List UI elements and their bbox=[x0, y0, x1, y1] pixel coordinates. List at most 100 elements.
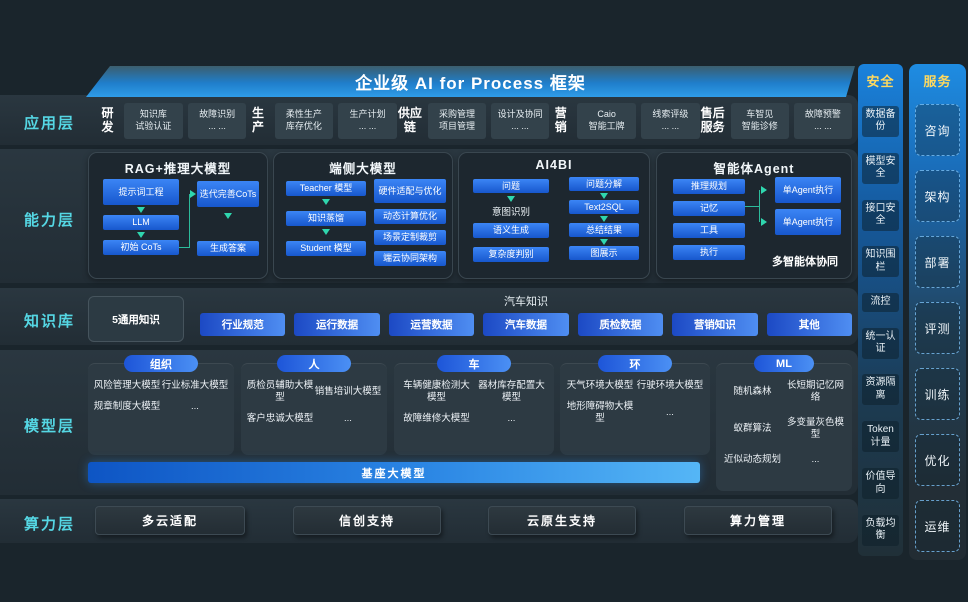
app-item-line: 柔性生产 bbox=[285, 109, 322, 120]
app-group-label: 售后服务 bbox=[700, 106, 725, 134]
services-header: 服务 bbox=[923, 74, 952, 89]
model-item: 随机森林 bbox=[733, 385, 772, 397]
knowledge-pill: 运行数据 bbox=[294, 313, 380, 336]
app-item: 采购管理 项目管理 bbox=[427, 103, 487, 139]
flow-step: 迭代完善CoTs bbox=[197, 181, 259, 207]
app-item: 线索评级 ... ... bbox=[640, 103, 700, 139]
security-item: 资源隔离 bbox=[862, 374, 899, 406]
label-capability-layer: 能力层 bbox=[24, 212, 76, 229]
agent-component: 执行 bbox=[673, 245, 745, 260]
feature-box: 硬件适配与优化 bbox=[374, 179, 446, 203]
multi-agent-caption: 多智能体协同 bbox=[772, 256, 838, 268]
app-item-line: 故障识别 bbox=[199, 109, 236, 120]
feature-box: 动态计算优化 bbox=[374, 209, 446, 224]
service-item: 优化 bbox=[915, 434, 960, 486]
arrow-down-icon bbox=[600, 239, 608, 245]
arrow-right-icon bbox=[190, 190, 196, 198]
service-item: 部署 bbox=[915, 236, 960, 288]
security-item: 价值导向 bbox=[862, 468, 899, 500]
model-item: 长短期记忆网络 bbox=[786, 380, 844, 403]
model-item: 行业标准大模型 bbox=[161, 380, 229, 391]
app-item: 故障识别 ... ... bbox=[187, 103, 247, 139]
knowledge-pill: 其他 bbox=[766, 313, 852, 336]
model-item: 风险管理大模型 bbox=[93, 380, 161, 391]
knowledge-pill: 质检数据 bbox=[577, 313, 664, 336]
knowledge-pill: 营销知识 bbox=[672, 313, 758, 336]
model-item: 客户忠诚大模型 bbox=[246, 412, 314, 424]
label-knowledge-layer: 知识库 bbox=[24, 313, 76, 330]
arrow-down-icon bbox=[600, 216, 608, 222]
model-card-grid: 车辆健康检测大模型 器材库存配置大模型 故障维修大模型 ... bbox=[394, 364, 554, 431]
service-item: 运维 bbox=[915, 500, 960, 552]
security-item: 数据备份 bbox=[862, 105, 899, 137]
card-title: 智能体Agent bbox=[713, 162, 795, 176]
card-title: RAG+推理大模型 bbox=[124, 162, 232, 176]
app-item: Caio 智能工牌 bbox=[577, 103, 636, 139]
model-card-grid: 风险管理大模型 行业标准大模型 规章制度大模型 ... bbox=[88, 364, 234, 419]
agent-exec-box: 单Agent执行 bbox=[775, 177, 841, 203]
arrow-down-icon bbox=[322, 229, 330, 235]
security-item: 负载均衡 bbox=[862, 514, 899, 546]
app-item: 设计及协同 ... ... bbox=[491, 103, 550, 139]
security-item: 接口安全 bbox=[862, 199, 899, 231]
auto-knowledge-title: 汽车知识 bbox=[504, 296, 548, 308]
app-item-line: ... ... bbox=[358, 121, 377, 131]
model-item: 故障维修大模型 bbox=[403, 412, 470, 424]
model-item: ... bbox=[811, 453, 820, 465]
app-item: 生产计划 ... ... bbox=[338, 103, 397, 139]
app-item-line: 故障预警 bbox=[804, 109, 841, 120]
flow-step: 生成答案 bbox=[197, 241, 259, 256]
agent-exec-box: 单Agent执行 bbox=[775, 209, 841, 235]
compute-item-cloudnative: 云原生支持 bbox=[488, 506, 636, 535]
security-item: Token计量 bbox=[862, 421, 899, 453]
app-group-label: 生产 bbox=[251, 106, 264, 134]
app-item-line: 项目管理 bbox=[438, 121, 475, 131]
title-banner: 企业级 AI for Process 框架 bbox=[86, 66, 855, 97]
page-title: 企业级 AI for Process 框架 bbox=[355, 74, 586, 93]
app-group-label: 营销 bbox=[554, 106, 567, 134]
label-compute-layer: 算力层 bbox=[24, 516, 76, 533]
service-item: 评测 bbox=[915, 302, 960, 354]
security-item: 模型安全 bbox=[862, 152, 899, 184]
service-item: 架构 bbox=[915, 170, 960, 222]
agent-component: 推理规划 bbox=[673, 179, 745, 194]
model-item: 质检员辅助大模型 bbox=[246, 380, 314, 403]
app-item-line: 车智见 bbox=[746, 109, 774, 120]
app-group-aftersales: 售后服务 车智见 智能诊修 故障预警 ... ... bbox=[700, 103, 852, 139]
flow-step: 总结结果 bbox=[569, 223, 639, 237]
model-card-vehicle: 车 车辆健康检测大模型 器材库存配置大模型 故障维修大模型 ... bbox=[394, 355, 554, 455]
compute-item-multicloud: 多云适配 bbox=[95, 506, 245, 535]
app-group-production: 生产 柔性生产 库存优化 生产计划 ... ... bbox=[246, 103, 397, 139]
model-item: 地形障碍物大模型 bbox=[566, 400, 634, 424]
app-item: 柔性生产 库存优化 bbox=[274, 103, 334, 139]
connector-line bbox=[179, 247, 189, 248]
flow-step: Teacher 模型 bbox=[286, 181, 366, 196]
model-item: 规章制度大模型 bbox=[93, 400, 161, 412]
app-group-label: 研发 bbox=[101, 106, 114, 134]
app-group-marketing: 营销 Caio 智能工牌 线索评级 ... ... bbox=[549, 103, 700, 139]
app-item: 车智见 智能诊修 bbox=[730, 103, 789, 139]
card-edge-model: 端侧大模型 Teacher 模型 知识蒸馏 Student 模型 硬件适配与优化… bbox=[273, 152, 453, 279]
compute-item-management: 算力管理 bbox=[684, 506, 832, 535]
flow-step: 问题分解 bbox=[569, 177, 639, 191]
model-item: 器材库存配置大模型 bbox=[478, 380, 545, 403]
base-model-bar: 基座大模型 bbox=[88, 462, 700, 483]
feature-box: 场景定制裁剪 bbox=[374, 230, 446, 245]
security-item: 流控 bbox=[862, 293, 899, 312]
card-ai4bi: AI4BI 问题 意图识别 语义生成 复杂度判别 问题分解 Text2SQL 总… bbox=[458, 152, 650, 279]
knowledge-pill: 运营数据 bbox=[388, 313, 475, 336]
flow-step: 复杂度判别 bbox=[473, 247, 549, 262]
app-item-line: 设计及协同 bbox=[497, 109, 543, 120]
model-item: ... bbox=[507, 412, 516, 424]
connector-line bbox=[759, 190, 760, 222]
knowledge-pill-row: 行业规范 运行数据 运营数据 汽车数据 质检数据 营销知识 其他 bbox=[200, 313, 852, 336]
knowledge-pill: 行业规范 bbox=[200, 313, 286, 336]
flow-step: LLM bbox=[103, 215, 179, 230]
app-group-supply-chain: 供应链 采购管理 项目管理 设计及协同 ... ... bbox=[397, 103, 550, 139]
connector-line bbox=[189, 194, 190, 248]
connector-line bbox=[745, 206, 759, 207]
application-layer-row: 研发 知识库 试验认证 故障识别 ... ... 生产 柔性生产 库存优化 生产… bbox=[96, 100, 852, 142]
model-card-tag: ML bbox=[754, 355, 814, 372]
flow-step: 图展示 bbox=[569, 246, 639, 260]
